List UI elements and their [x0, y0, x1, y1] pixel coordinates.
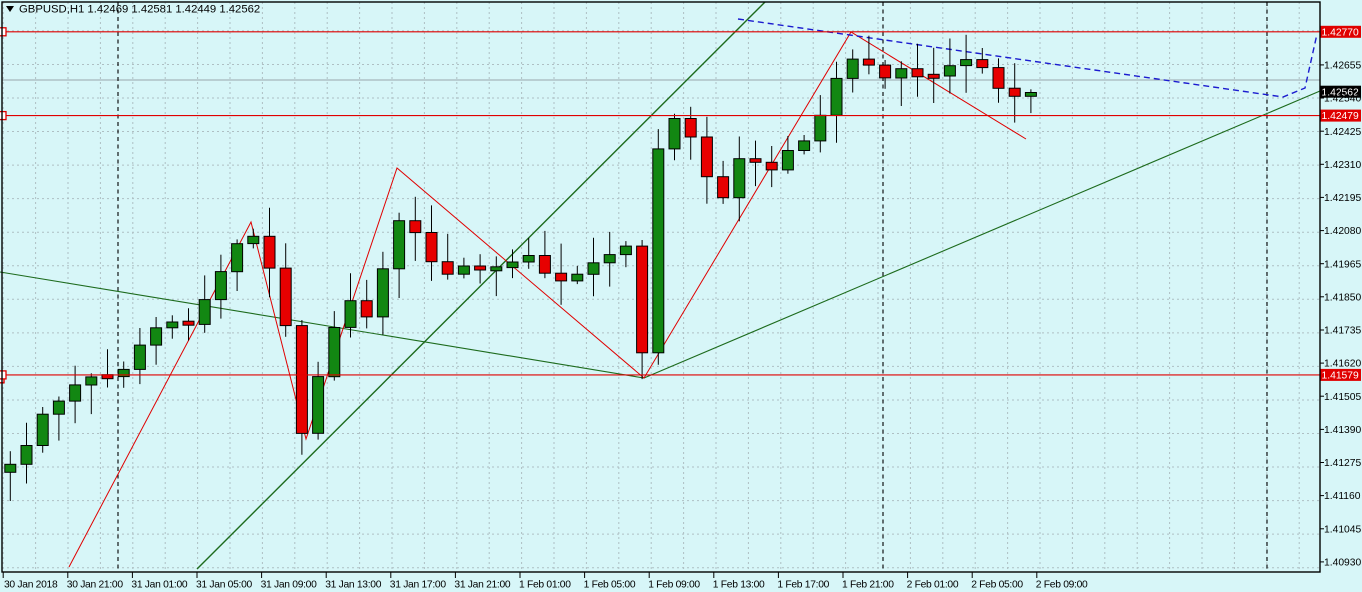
svg-text:1 Feb 01:00: 1 Feb 01:00 — [519, 579, 571, 590]
svg-text:2 Feb 05:00: 2 Feb 05:00 — [971, 579, 1023, 590]
svg-text:GBPUSD,H1 1.42469 1.42581 1.4: GBPUSD,H1 1.42469 1.42581 1.42449 1.4256… — [19, 4, 260, 16]
svg-text:30 Jan 2018: 30 Jan 2018 — [4, 579, 58, 590]
svg-text:1.42310: 1.42310 — [1324, 160, 1361, 171]
svg-text:1.42425: 1.42425 — [1324, 127, 1361, 138]
svg-text:1.42195: 1.42195 — [1324, 193, 1361, 204]
svg-text:1.41160: 1.41160 — [1324, 491, 1361, 502]
svg-text:1.41735: 1.41735 — [1324, 326, 1361, 337]
svg-text:1.41505: 1.41505 — [1324, 392, 1361, 403]
svg-text:31 Jan 21:00: 31 Jan 21:00 — [454, 579, 511, 590]
svg-text:1 Feb 09:00: 1 Feb 09:00 — [648, 579, 700, 590]
svg-text:1.41620: 1.41620 — [1324, 359, 1361, 370]
svg-text:1.42770: 1.42770 — [1322, 27, 1359, 38]
svg-text:2 Feb 09:00: 2 Feb 09:00 — [1036, 579, 1088, 590]
svg-text:1 Feb 13:00: 1 Feb 13:00 — [713, 579, 765, 590]
svg-text:1.42540: 1.42540 — [1324, 94, 1361, 105]
svg-text:1.41275: 1.41275 — [1324, 458, 1361, 469]
svg-text:2 Feb 01:00: 2 Feb 01:00 — [907, 579, 959, 590]
svg-text:1.42655: 1.42655 — [1324, 61, 1361, 72]
svg-text:1.41390: 1.41390 — [1324, 425, 1361, 436]
svg-text:30 Jan 21:00: 30 Jan 21:00 — [67, 579, 124, 590]
svg-text:1.41965: 1.41965 — [1324, 259, 1361, 270]
svg-text:31 Jan 09:00: 31 Jan 09:00 — [261, 579, 318, 590]
svg-text:1.42479: 1.42479 — [1322, 111, 1359, 122]
svg-text:31 Jan 13:00: 31 Jan 13:00 — [325, 579, 382, 590]
svg-text:1 Feb 05:00: 1 Feb 05:00 — [584, 579, 636, 590]
svg-text:1.41045: 1.41045 — [1324, 524, 1361, 535]
svg-text:31 Jan 05:00: 31 Jan 05:00 — [196, 579, 253, 590]
svg-text:1.41579: 1.41579 — [1322, 371, 1359, 382]
svg-text:1.42080: 1.42080 — [1324, 226, 1361, 237]
svg-text:31 Jan 17:00: 31 Jan 17:00 — [390, 579, 447, 590]
svg-text:31 Jan 01:00: 31 Jan 01:00 — [131, 579, 188, 590]
svg-text:1 Feb 17:00: 1 Feb 17:00 — [777, 579, 829, 590]
svg-text:1.40930: 1.40930 — [1324, 558, 1361, 569]
svg-text:1.41850: 1.41850 — [1324, 292, 1361, 303]
svg-text:1 Feb 21:00: 1 Feb 21:00 — [842, 579, 894, 590]
